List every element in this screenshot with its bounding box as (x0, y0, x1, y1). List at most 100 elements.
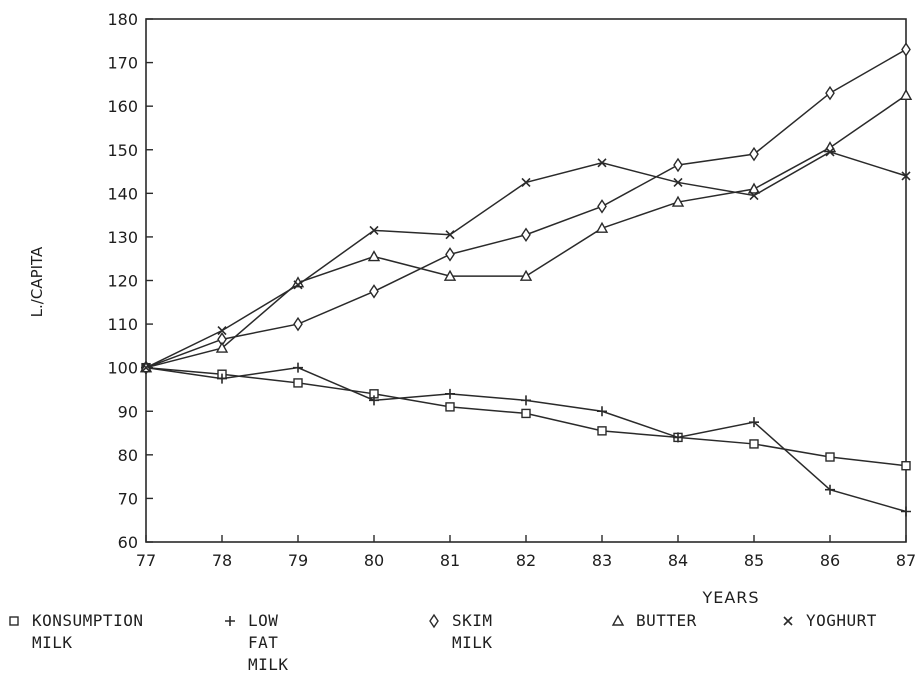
data-point-konsumption-milk (445, 402, 455, 412)
data-point-konsumption-milk (749, 439, 759, 449)
y-tick-label: 150 (107, 141, 138, 160)
data-point-butter (215, 341, 229, 353)
data-point-butter (443, 269, 457, 281)
y-tick-label: 160 (107, 97, 138, 116)
data-point-yoghurt (521, 177, 531, 188)
y-tick-label: 170 (107, 54, 138, 73)
series-line-skim-milk (145, 48, 907, 369)
legend-label-line: LOW (248, 611, 279, 630)
legend-label-line: KONSUMPTION (32, 611, 144, 630)
data-point-low-fat-milk (901, 506, 911, 517)
data-point-yoghurt (445, 230, 455, 240)
data-point-skim-milk (597, 199, 607, 214)
series-skim-milk (141, 42, 911, 375)
data-point-yoghurt (825, 147, 835, 157)
x-tick-label: 78 (212, 551, 232, 570)
series-line-low-fat-milk (145, 366, 907, 513)
data-point-konsumption-milk (597, 426, 607, 436)
data-point-konsumption-milk (901, 461, 911, 471)
data-point-low-fat-milk (217, 373, 227, 384)
chart-axes: 60 70 80 90 100 110 120 130 140 150 160 170 180 77 78 7… (107, 10, 916, 570)
legend-label-line: MILK (32, 633, 73, 652)
legend-item: YOGHURT (780, 610, 923, 632)
legend-item: LOW FAT MILK (222, 610, 388, 676)
x-tick-label: 80 (364, 551, 384, 570)
data-point-low-fat-milk (673, 432, 683, 443)
y-tick-label: 80 (118, 446, 138, 465)
legend-label: BUTTER (636, 610, 776, 632)
data-point-skim-milk (673, 157, 683, 173)
data-point-skim-milk (293, 316, 303, 332)
y-tick-label: 110 (107, 315, 138, 334)
legend-label-line: MILK (452, 633, 493, 652)
y-axis-label: L./CAPITA (28, 246, 46, 317)
legend-marker-x (783, 616, 793, 626)
series-low-fat-milk (141, 362, 911, 517)
legend-label-line: SKIM (452, 611, 493, 630)
y-tick-label: 130 (107, 228, 138, 247)
y-tick-label: 180 (107, 10, 138, 29)
data-point-yoghurt (141, 363, 151, 373)
data-point-butter (595, 221, 609, 233)
data-point-low-fat-milk (293, 362, 303, 373)
data-point-low-fat-milk (597, 406, 607, 417)
legend-symbol (783, 616, 793, 626)
legend-symbol (9, 616, 19, 626)
data-point-konsumption-milk (825, 452, 835, 462)
legend-label: KONSUMPTION MILK (32, 610, 172, 654)
data-point-butter (671, 195, 685, 207)
data-point-butter (367, 250, 381, 262)
legend-item: KONSUMPTION MILK (6, 610, 172, 654)
y-tick-label: 60 (118, 533, 138, 552)
data-point-yoghurt (597, 158, 607, 168)
data-point-skim-milk (901, 42, 911, 57)
legend-symbol (611, 614, 625, 626)
data-point-konsumption-milk (521, 408, 531, 419)
data-point-yoghurt (369, 225, 379, 235)
legend-marker-diamond (429, 613, 439, 629)
data-point-yoghurt (749, 190, 759, 201)
y-tick-label: 100 (107, 359, 138, 378)
data-point-butter (899, 88, 913, 100)
x-tick-label: 86 (820, 551, 840, 570)
legend-label-line: YOGHURT (806, 611, 877, 630)
x-tick-label: 84 (668, 551, 688, 570)
data-point-skim-milk (369, 284, 379, 299)
data-point-butter (519, 269, 533, 281)
y-tick-label: 140 (107, 184, 138, 203)
data-point-yoghurt (217, 326, 227, 336)
y-tick-label: 120 (107, 272, 138, 291)
legend-symbol (225, 616, 235, 626)
y-tick-label: 70 (118, 489, 138, 508)
legend-label: SKIM MILK (452, 610, 592, 654)
x-tick-label: 77 (136, 551, 156, 570)
legend-label: LOW FAT MILK (248, 610, 388, 676)
chart-series (139, 42, 913, 517)
y-tick-label: 90 (118, 402, 138, 421)
legend-label-line: FAT (248, 633, 279, 652)
data-point-low-fat-milk (445, 388, 455, 399)
data-point-butter (823, 141, 837, 153)
x-tick-label: 79 (288, 551, 308, 570)
data-point-low-fat-milk (369, 395, 379, 406)
series-konsumption-milk (141, 362, 911, 471)
data-point-low-fat-milk (825, 484, 835, 495)
data-point-low-fat-milk (749, 417, 759, 428)
legend-symbol (429, 613, 439, 629)
data-point-skim-milk (445, 247, 455, 262)
data-point-yoghurt (293, 280, 303, 290)
x-axis-label: YEARS (701, 588, 759, 607)
legend-marker-triangle (611, 614, 625, 626)
data-point-skim-milk (749, 146, 759, 162)
x-tick-label: 82 (516, 551, 536, 570)
legend-marker-square (9, 616, 19, 626)
legend-label-line: BUTTER (636, 611, 697, 630)
data-point-skim-milk (825, 85, 835, 101)
data-point-yoghurt (673, 177, 683, 188)
series-line-yoghurt (145, 151, 907, 369)
legend-item: BUTTER (610, 610, 776, 632)
x-tick-label: 81 (440, 551, 460, 570)
legend-label: YOGHURT (806, 610, 923, 632)
legend-label-line: MILK (248, 655, 289, 674)
legend-item: SKIM MILK (426, 610, 592, 654)
